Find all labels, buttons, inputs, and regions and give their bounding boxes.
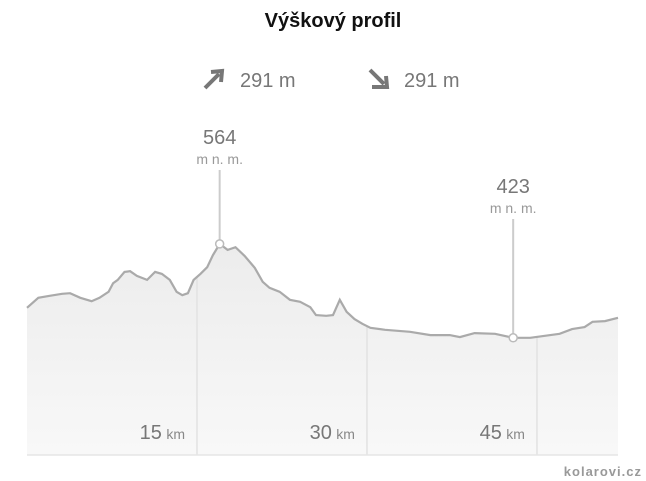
descent-text: 291 m [404,70,460,92]
x-tick-value: 30 [310,422,332,444]
descent-icon [368,68,390,89]
chart-title: Výškový profil [265,10,402,32]
annotation-value: 564 [203,127,236,149]
line [26,242,619,339]
annotation-unit: m n. m. [490,200,537,216]
annotation-value: 423 [496,176,529,198]
x-tick-unit: km [506,426,525,442]
watermark: kolarovi.cz [564,464,642,479]
x-tick-unit: km [166,426,185,442]
annotation-unit: m n. m. [196,151,243,167]
annotation-point [508,333,518,343]
x-tick-label: 15 km [140,422,185,444]
ascent-text: 291 m [240,70,296,92]
annotation-point [214,239,225,249]
x-tick-value: 45 [480,422,502,444]
ascent-icon [203,68,225,90]
x-tick-label: 30 km [310,422,355,444]
x-tick-unit: km [336,426,355,442]
x-tick-label: 45 km [480,422,525,444]
x-tick-value: 15 [140,422,162,444]
area [27,243,618,455]
